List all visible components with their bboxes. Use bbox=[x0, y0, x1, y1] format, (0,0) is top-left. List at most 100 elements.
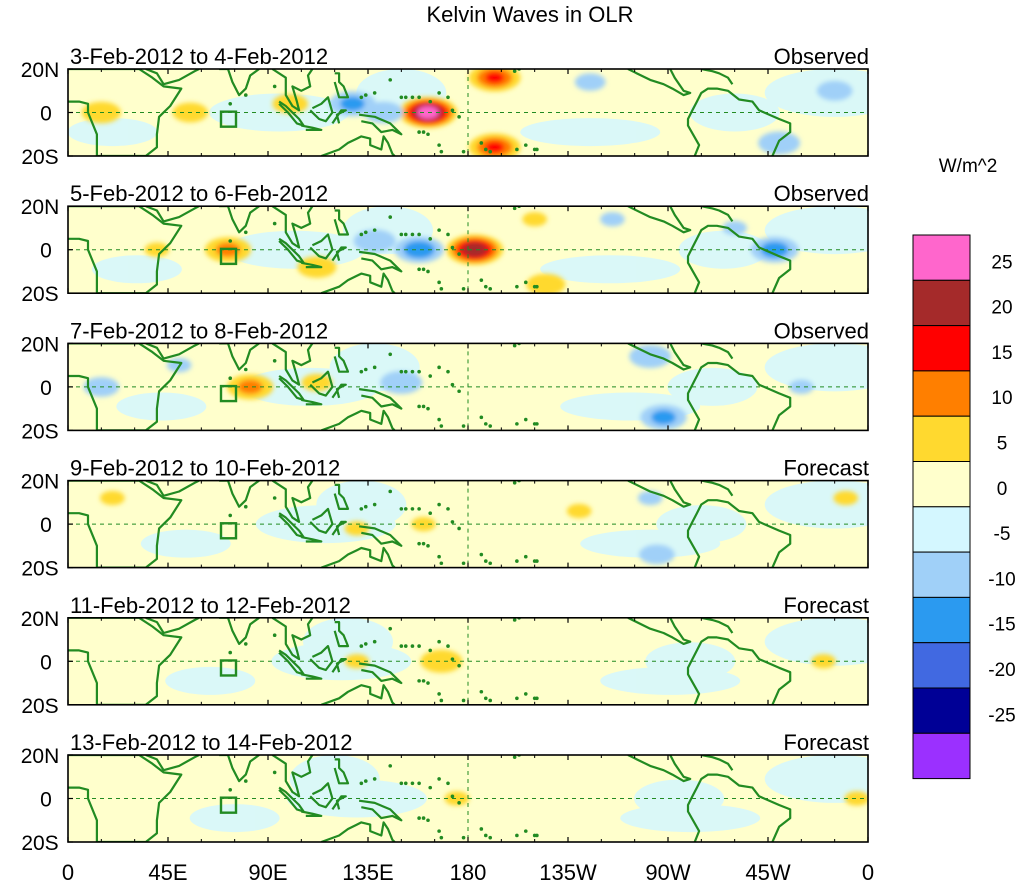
island bbox=[399, 507, 404, 511]
island bbox=[272, 359, 277, 363]
island bbox=[399, 781, 404, 786]
island bbox=[243, 642, 248, 646]
island bbox=[417, 644, 421, 648]
coastline bbox=[271, 343, 314, 386]
region-box bbox=[219, 247, 238, 266]
colorbar-tick-label: 20 bbox=[991, 298, 1012, 319]
island bbox=[479, 415, 484, 420]
island bbox=[461, 835, 466, 840]
panel-date-range: 11-Feb-2012 to 12-Feb-2012 bbox=[70, 593, 351, 618]
island bbox=[372, 228, 377, 232]
olr-anomaly-contour bbox=[100, 490, 125, 506]
island bbox=[457, 115, 461, 119]
island bbox=[410, 781, 415, 786]
island bbox=[228, 788, 233, 792]
island bbox=[461, 424, 466, 428]
coastline bbox=[320, 135, 396, 156]
island bbox=[372, 91, 377, 95]
island bbox=[457, 389, 461, 394]
island bbox=[439, 149, 444, 154]
coastline bbox=[301, 261, 323, 269]
coastline bbox=[333, 72, 350, 99]
coastline bbox=[333, 346, 350, 373]
island bbox=[483, 696, 488, 701]
y-tick-label: 20S bbox=[21, 283, 58, 306]
island bbox=[403, 369, 408, 374]
island bbox=[450, 794, 455, 799]
coastline bbox=[627, 617, 692, 645]
coastline bbox=[627, 755, 692, 783]
island bbox=[363, 367, 368, 372]
coastline bbox=[701, 617, 734, 634]
island bbox=[410, 95, 415, 100]
island bbox=[515, 284, 519, 289]
x-tick-label: 0 bbox=[862, 860, 874, 885]
island bbox=[437, 502, 441, 507]
x-tick-label: 0 bbox=[62, 860, 74, 885]
island bbox=[523, 143, 528, 147]
island bbox=[388, 764, 393, 768]
olr-anomaly-contour bbox=[462, 242, 487, 257]
island bbox=[272, 770, 277, 775]
coastline bbox=[219, 69, 260, 97]
island bbox=[388, 489, 393, 494]
panel-4: 20N 0 20S 9-Feb-2012 to 10-Feb-2012 Forecast bbox=[21, 456, 869, 581]
island bbox=[479, 141, 484, 145]
coastline bbox=[68, 343, 183, 431]
island bbox=[488, 561, 493, 566]
island bbox=[523, 554, 528, 559]
island bbox=[428, 237, 433, 241]
island bbox=[399, 95, 404, 100]
coastline bbox=[358, 250, 403, 273]
coastline bbox=[358, 388, 403, 410]
coastline bbox=[145, 755, 200, 772]
coastline bbox=[331, 383, 347, 399]
coastlines bbox=[68, 343, 792, 431]
island bbox=[512, 343, 517, 348]
island bbox=[426, 132, 430, 137]
colorbar-tick-label: 5 bbox=[997, 434, 1008, 455]
coastline bbox=[331, 109, 347, 125]
panel-date-range: 9-Feb-2012 to 10-Feb-2012 bbox=[70, 456, 340, 481]
panel-2: 20N 0 20S 5-Feb-2012 to 6-Feb-2012 Observed bbox=[21, 181, 869, 306]
island bbox=[228, 239, 233, 243]
anomaly-field bbox=[144, 212, 799, 294]
island bbox=[523, 280, 528, 285]
coastline bbox=[333, 758, 350, 785]
anomaly-field bbox=[83, 344, 814, 430]
olr-anomaly-contour bbox=[574, 73, 606, 91]
colorbar-swatch bbox=[912, 279, 971, 327]
y-tick-label: 20N bbox=[21, 59, 60, 82]
island bbox=[228, 650, 233, 655]
island bbox=[446, 781, 450, 786]
coastline bbox=[686, 773, 792, 842]
island bbox=[410, 644, 415, 648]
y-tick-label: 0 bbox=[40, 514, 52, 537]
island bbox=[363, 93, 368, 97]
coastline bbox=[301, 124, 323, 131]
coastline bbox=[701, 206, 734, 223]
coastlines bbox=[68, 617, 792, 705]
island bbox=[439, 287, 444, 291]
weak-negative-band bbox=[764, 755, 868, 803]
coastline bbox=[320, 546, 396, 568]
weak-negative-band bbox=[764, 343, 868, 392]
coastline bbox=[219, 755, 260, 783]
island bbox=[243, 504, 248, 509]
x-tick-label: 135E bbox=[342, 860, 393, 885]
colorbar-swatch bbox=[912, 642, 971, 689]
olr-anomaly-contour bbox=[833, 490, 859, 506]
island bbox=[388, 78, 393, 82]
island bbox=[437, 280, 441, 285]
y-tick-label: 20S bbox=[21, 695, 58, 718]
island bbox=[359, 369, 364, 374]
island bbox=[417, 130, 421, 134]
x-tick-label: 180 bbox=[450, 860, 487, 885]
colorbar-swatch bbox=[912, 551, 971, 598]
colorbar-swatch bbox=[912, 596, 971, 644]
island bbox=[363, 642, 368, 646]
coastline bbox=[686, 499, 792, 568]
coastline bbox=[145, 206, 200, 223]
island bbox=[421, 679, 426, 683]
island bbox=[523, 829, 528, 833]
